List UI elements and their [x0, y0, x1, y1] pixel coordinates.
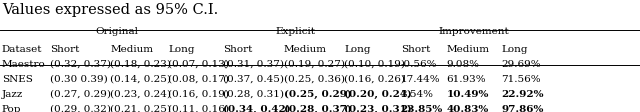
Text: Long: Long: [344, 44, 371, 53]
Text: 61.93%: 61.93%: [447, 74, 486, 83]
Text: (0.27, 0.29): (0.27, 0.29): [50, 89, 111, 98]
Text: 23.85%: 23.85%: [401, 104, 443, 112]
Text: Maestro: Maestro: [2, 59, 45, 68]
Text: 17.44%: 17.44%: [401, 74, 440, 83]
Text: (0.20, 0.24): (0.20, 0.24): [344, 89, 412, 98]
Text: (0.30 0.39): (0.30 0.39): [50, 74, 108, 83]
Text: Jazz: Jazz: [2, 89, 23, 98]
Text: Short: Short: [401, 44, 430, 53]
Text: 22.92%: 22.92%: [501, 89, 543, 98]
Text: 97.86%: 97.86%: [501, 104, 543, 112]
Text: (0.37, 0.45): (0.37, 0.45): [223, 74, 284, 83]
Text: 40.83%: 40.83%: [447, 104, 489, 112]
Text: (0.11, 0.16): (0.11, 0.16): [168, 104, 229, 112]
Text: 9.08%: 9.08%: [447, 59, 480, 68]
Text: Medium: Medium: [284, 44, 326, 53]
Text: (0.28, 0.37): (0.28, 0.37): [284, 104, 351, 112]
Text: (0.25, 0.29): (0.25, 0.29): [284, 89, 351, 98]
Text: (0.16, 0.19): (0.16, 0.19): [168, 89, 229, 98]
Text: Medium: Medium: [447, 44, 490, 53]
Text: (0.34, 0.42): (0.34, 0.42): [223, 104, 291, 112]
Text: SNES: SNES: [2, 74, 33, 83]
Text: (0.07, 0.13): (0.07, 0.13): [168, 59, 229, 68]
Text: (0.14, 0.25): (0.14, 0.25): [110, 74, 171, 83]
Text: Medium: Medium: [110, 44, 153, 53]
Text: 3.54%: 3.54%: [401, 89, 434, 98]
Text: Long: Long: [501, 44, 527, 53]
Text: Values expressed as 95% C.I.: Values expressed as 95% C.I.: [2, 3, 218, 17]
Text: Explicit: Explicit: [276, 27, 316, 36]
Text: (0.32, 0.37): (0.32, 0.37): [50, 59, 111, 68]
Text: Pop: Pop: [2, 104, 21, 112]
Text: (0.18, 0.23): (0.18, 0.23): [110, 59, 171, 68]
Text: Original: Original: [95, 27, 139, 36]
Text: (0.21, 0.25): (0.21, 0.25): [110, 104, 171, 112]
Text: (0.23, 0.31): (0.23, 0.31): [344, 104, 412, 112]
Text: -0.56%: -0.56%: [401, 59, 437, 68]
Text: (0.19, 0.27): (0.19, 0.27): [284, 59, 344, 68]
Text: 10.49%: 10.49%: [447, 89, 489, 98]
Text: (0.10, 0.19): (0.10, 0.19): [344, 59, 405, 68]
Text: (0.29, 0.32): (0.29, 0.32): [50, 104, 111, 112]
Text: 29.69%: 29.69%: [501, 59, 541, 68]
Text: (0.25, 0.36): (0.25, 0.36): [284, 74, 344, 83]
Text: (0.28, 0.31): (0.28, 0.31): [223, 89, 284, 98]
Text: Long: Long: [168, 44, 195, 53]
Text: Short: Short: [50, 44, 79, 53]
Text: 71.56%: 71.56%: [501, 74, 541, 83]
Text: (0.23, 0.24): (0.23, 0.24): [110, 89, 171, 98]
Text: (0.31, 0.37): (0.31, 0.37): [223, 59, 284, 68]
Text: (0.08, 0.17): (0.08, 0.17): [168, 74, 229, 83]
Text: (0.16, 0.26): (0.16, 0.26): [344, 74, 405, 83]
Text: Short: Short: [223, 44, 252, 53]
Text: Improvement: Improvement: [438, 27, 509, 36]
Text: Dataset: Dataset: [2, 44, 42, 53]
